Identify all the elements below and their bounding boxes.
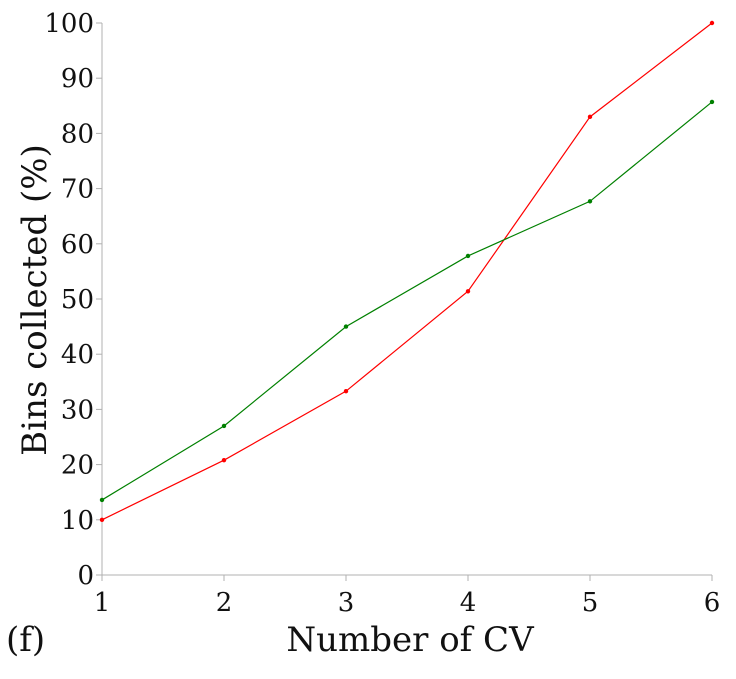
y-tick-label: 60 — [61, 230, 94, 260]
y-axis-label: Bins collected (%) — [15, 144, 55, 456]
data-point — [587, 199, 593, 204]
data-point — [221, 423, 227, 429]
x-tick-label: 5 — [582, 588, 599, 618]
y-tick-label: 30 — [61, 395, 94, 425]
y-axis: 0 10 20 30 40 50 60 70 80 90 100 — [44, 9, 103, 591]
y-tick-label: 20 — [61, 451, 94, 481]
y-tick-label: 40 — [61, 340, 94, 370]
y-tick-label: 90 — [61, 64, 94, 94]
y-tick-label: 0 — [77, 561, 94, 591]
x-tick-label: 2 — [216, 588, 233, 618]
data-point — [99, 497, 105, 503]
y-tick-label: 50 — [61, 285, 94, 315]
x-tick-label: 1 — [94, 588, 111, 618]
series-line-1 — [101, 22, 713, 521]
y-tick-label: 80 — [61, 119, 94, 149]
series-layer — [99, 20, 715, 522]
panel-label: (f) — [6, 620, 45, 660]
series-line-2 — [101, 101, 713, 501]
x-tick-label: 3 — [338, 588, 355, 618]
x-axis-label: Number of CV — [286, 620, 535, 660]
data-point — [221, 457, 227, 463]
data-point — [465, 253, 471, 259]
data-point — [709, 20, 715, 26]
data-point — [709, 99, 715, 105]
x-tick-label: 4 — [460, 588, 477, 618]
y-tick-label: 70 — [61, 175, 94, 205]
data-point — [465, 289, 471, 294]
data-point — [343, 324, 349, 329]
data-point — [587, 114, 593, 120]
x-tick-label: 6 — [704, 588, 721, 618]
x-axis: 1 2 3 4 5 6 — [94, 574, 721, 618]
data-point — [99, 517, 105, 522]
data-point — [343, 388, 349, 394]
y-tick-label: 100 — [44, 9, 94, 39]
y-tick-label: 10 — [61, 506, 94, 536]
